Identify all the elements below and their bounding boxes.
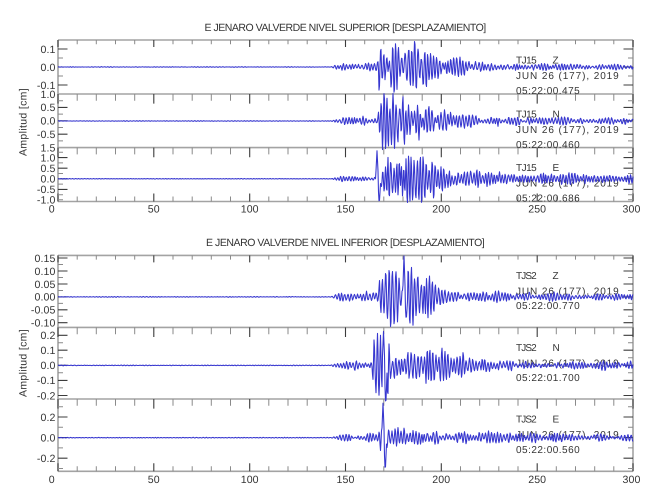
- svg-text:0.0: 0.0: [40, 174, 55, 186]
- svg-text:0: 0: [49, 474, 55, 486]
- svg-text:-0.10: -0.10: [31, 318, 56, 330]
- svg-text:300: 300: [623, 203, 641, 215]
- svg-text:JUN 26 (177), 2019: JUN 26 (177), 2019: [516, 430, 619, 441]
- svg-text:N: N: [553, 109, 561, 120]
- svg-text:Z: Z: [553, 55, 559, 66]
- svg-text:0.1: 0.1: [40, 345, 55, 357]
- svg-text:1.5: 1.5: [40, 143, 55, 155]
- svg-text:-0.2: -0.2: [37, 453, 56, 465]
- svg-text:JUN 26 (177), 2019: JUN 26 (177), 2019: [516, 125, 619, 136]
- svg-text:-0.5: -0.5: [37, 129, 56, 141]
- svg-text:-0.2: -0.2: [37, 390, 56, 402]
- svg-text:0.15: 0.15: [34, 253, 55, 265]
- svg-text:250: 250: [528, 203, 546, 215]
- svg-text:1.0: 1.0: [40, 89, 55, 101]
- svg-text:150: 150: [337, 203, 355, 215]
- svg-text:1.0: 1.0: [40, 152, 55, 164]
- svg-text:-0.1: -0.1: [37, 375, 56, 387]
- svg-text:0.0: 0.0: [40, 360, 55, 372]
- svg-text:0.05: 0.05: [34, 279, 55, 291]
- svg-text:200: 200: [432, 203, 450, 215]
- svg-text:JUN 26 (177), 2019: JUN 26 (177), 2019: [516, 71, 619, 82]
- svg-text:0.10: 0.10: [34, 266, 55, 278]
- svg-text:-0.5: -0.5: [37, 184, 56, 196]
- svg-text:200: 200: [432, 474, 450, 486]
- svg-text:TJ15: TJ15: [516, 163, 537, 174]
- svg-text:150: 150: [337, 474, 355, 486]
- svg-text:0.5: 0.5: [40, 102, 55, 114]
- svg-text:Amplitud [cm]: Amplitud [cm]: [18, 329, 30, 397]
- svg-text:TJ15: TJ15: [516, 109, 537, 120]
- svg-text:50: 50: [148, 474, 160, 486]
- svg-text:0: 0: [49, 203, 55, 215]
- svg-text:JUN 26 (177), 2019: JUN 26 (177), 2019: [516, 286, 619, 297]
- svg-text:05:22:00.475: 05:22:00.475: [516, 86, 580, 97]
- svg-text:50: 50: [148, 203, 160, 215]
- svg-text:0.00: 0.00: [34, 292, 55, 304]
- svg-text:TJS2: TJS2: [516, 414, 537, 425]
- svg-text:0.0: 0.0: [40, 432, 55, 444]
- svg-text:05:22:00.770: 05:22:00.770: [516, 301, 580, 312]
- svg-text:05:22:00.460: 05:22:00.460: [516, 140, 580, 151]
- svg-text:-0.05: -0.05: [31, 305, 56, 317]
- svg-text:E JENARO VALVERDE NIVEL SUPERI: E JENARO VALVERDE NIVEL SUPERIOR [DESPLA…: [205, 22, 487, 34]
- svg-text:Z: Z: [553, 271, 559, 282]
- svg-text:E: E: [553, 414, 560, 425]
- svg-text:100: 100: [241, 474, 259, 486]
- svg-text:0.1: 0.1: [40, 44, 55, 56]
- svg-text:0.0: 0.0: [40, 62, 55, 74]
- svg-text:TJS2: TJS2: [516, 343, 537, 354]
- svg-text:05:22:00.560: 05:22:00.560: [516, 445, 580, 456]
- svg-text:300: 300: [623, 474, 641, 486]
- svg-text:0.5: 0.5: [40, 163, 55, 175]
- svg-text:0.2: 0.2: [40, 330, 55, 342]
- svg-text:0.0: 0.0: [40, 116, 55, 128]
- svg-text:05:22:01.700: 05:22:01.700: [516, 373, 580, 384]
- svg-text:N: N: [553, 343, 561, 354]
- svg-text:TJ15: TJ15: [516, 55, 537, 66]
- svg-text:250: 250: [528, 474, 546, 486]
- svg-text:100: 100: [241, 203, 259, 215]
- svg-text:-1.0: -1.0: [37, 195, 56, 207]
- svg-text:Amplitud [cm]: Amplitud [cm]: [18, 88, 30, 156]
- svg-text:E JENARO VALVERDE NIVEL INFERI: E JENARO VALVERDE NIVEL INFERIOR [DESPLA…: [206, 237, 485, 249]
- svg-text:05:22:00.686: 05:22:00.686: [516, 193, 580, 204]
- svg-text:TJS2: TJS2: [516, 271, 537, 282]
- svg-text:E: E: [553, 163, 560, 174]
- svg-text:0.2: 0.2: [40, 412, 55, 424]
- svg-text:-0.1: -0.1: [37, 80, 56, 92]
